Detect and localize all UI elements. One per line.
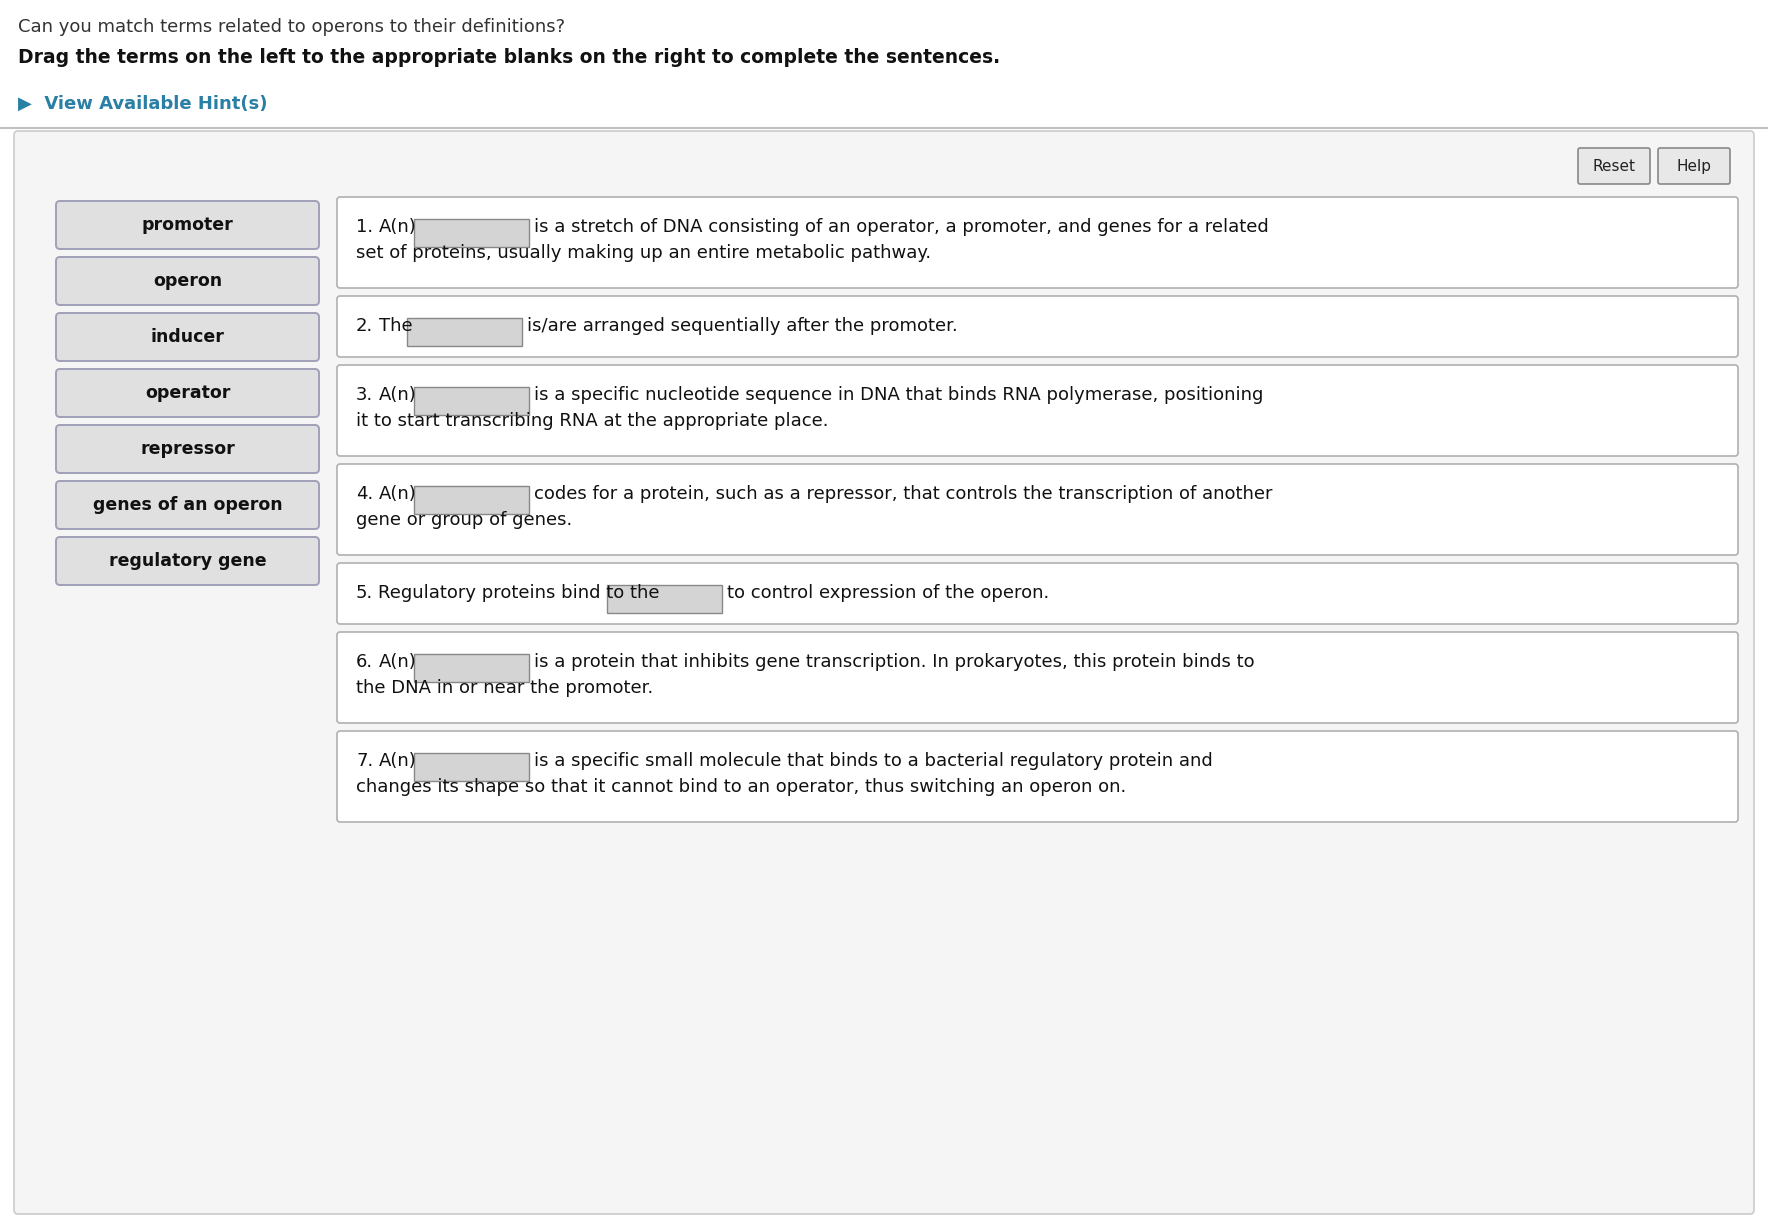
FancyBboxPatch shape	[57, 537, 318, 585]
Text: Drag the terms on the left to the appropriate blanks on the right to complete th: Drag the terms on the left to the approp…	[18, 48, 1001, 68]
Text: changes its shape so that it cannot bind to an operator, thus switching an opero: changes its shape so that it cannot bind…	[355, 779, 1126, 796]
Text: to control expression of the operon.: to control expression of the operon.	[727, 585, 1050, 602]
Text: ▶  View Available Hint(s): ▶ View Available Hint(s)	[18, 95, 267, 113]
Text: promoter: promoter	[141, 216, 233, 235]
FancyBboxPatch shape	[57, 368, 318, 418]
Text: is/are arranged sequentially after the promoter.: is/are arranged sequentially after the p…	[527, 317, 956, 335]
Text: operator: operator	[145, 384, 230, 402]
FancyBboxPatch shape	[414, 655, 529, 682]
FancyBboxPatch shape	[338, 731, 1738, 822]
Text: Help: Help	[1676, 158, 1711, 173]
FancyBboxPatch shape	[57, 201, 318, 249]
Text: 4.: 4.	[355, 485, 373, 503]
Text: Reset: Reset	[1593, 158, 1635, 173]
FancyBboxPatch shape	[338, 296, 1738, 357]
Text: 1.: 1.	[355, 219, 373, 236]
Text: gene or group of genes.: gene or group of genes.	[355, 511, 573, 529]
FancyBboxPatch shape	[407, 318, 522, 346]
FancyBboxPatch shape	[338, 365, 1738, 456]
FancyBboxPatch shape	[57, 425, 318, 473]
Text: it to start transcribing RNA at the appropriate place.: it to start transcribing RNA at the appr…	[355, 413, 829, 430]
Text: is a stretch of DNA consisting of an operator, a promoter, and genes for a relat: is a stretch of DNA consisting of an ope…	[534, 219, 1269, 236]
Text: genes of an operon: genes of an operon	[92, 496, 283, 515]
FancyBboxPatch shape	[338, 562, 1738, 624]
FancyBboxPatch shape	[338, 196, 1738, 289]
FancyBboxPatch shape	[57, 257, 318, 305]
Text: The: The	[378, 317, 412, 335]
Text: Can you match terms related to operons to their definitions?: Can you match terms related to operons t…	[18, 18, 566, 36]
Text: codes for a protein, such as a repressor, that controls the transcription of ano: codes for a protein, such as a repressor…	[534, 485, 1273, 503]
Text: the DNA in or near the promoter.: the DNA in or near the promoter.	[355, 679, 652, 698]
FancyBboxPatch shape	[338, 632, 1738, 723]
Text: repressor: repressor	[140, 440, 235, 458]
Text: Regulatory proteins bind to the: Regulatory proteins bind to the	[378, 585, 659, 602]
FancyBboxPatch shape	[606, 585, 721, 613]
Text: set of proteins, usually making up an entire metabolic pathway.: set of proteins, usually making up an en…	[355, 244, 932, 262]
Text: is a specific nucleotide sequence in DNA that binds RNA polymerase, positioning: is a specific nucleotide sequence in DNA…	[534, 386, 1262, 404]
FancyBboxPatch shape	[414, 219, 529, 247]
Text: A(n): A(n)	[378, 752, 417, 770]
Text: A(n): A(n)	[378, 485, 417, 503]
FancyBboxPatch shape	[14, 131, 1754, 1214]
Text: 6.: 6.	[355, 653, 373, 670]
Text: 5.: 5.	[355, 585, 373, 602]
FancyBboxPatch shape	[1658, 149, 1731, 184]
Text: A(n): A(n)	[378, 386, 417, 404]
Text: inducer: inducer	[150, 328, 225, 346]
Text: is a specific small molecule that binds to a bacterial regulatory protein and: is a specific small molecule that binds …	[534, 752, 1213, 770]
Text: is a protein that inhibits gene transcription. In prokaryotes, this protein bind: is a protein that inhibits gene transcri…	[534, 653, 1255, 670]
FancyBboxPatch shape	[414, 753, 529, 781]
Text: operon: operon	[154, 271, 223, 290]
FancyBboxPatch shape	[414, 486, 529, 515]
FancyBboxPatch shape	[57, 481, 318, 529]
FancyBboxPatch shape	[338, 464, 1738, 555]
Text: regulatory gene: regulatory gene	[108, 553, 267, 570]
FancyBboxPatch shape	[57, 313, 318, 361]
Text: 7.: 7.	[355, 752, 373, 770]
FancyBboxPatch shape	[1579, 149, 1650, 184]
Text: 2.: 2.	[355, 317, 373, 335]
Text: 3.: 3.	[355, 386, 373, 404]
Text: A(n): A(n)	[378, 653, 417, 670]
Text: A(n): A(n)	[378, 219, 417, 236]
FancyBboxPatch shape	[414, 387, 529, 415]
